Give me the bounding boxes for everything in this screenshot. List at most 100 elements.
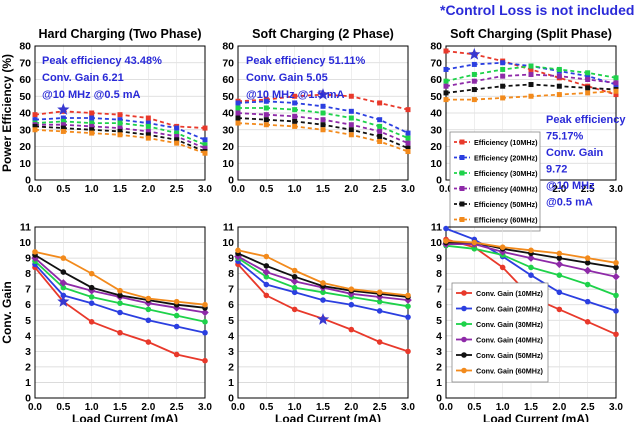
data-point-30MHz <box>117 300 123 306</box>
data-point-40MHz <box>60 122 66 128</box>
x-tick-label: 0.0 <box>28 402 42 413</box>
data-point-60MHz <box>292 123 298 129</box>
data-point-50MHz <box>235 115 241 121</box>
x-tick-label: 0.0 <box>439 184 453 195</box>
peak-annotation-line: Conv. Gain <box>546 147 604 159</box>
y-tick-label: 9 <box>25 253 31 265</box>
data-point-40MHz <box>471 78 477 84</box>
x-tick-label: 2.5 <box>373 402 387 413</box>
y-tick-label: 11 <box>223 222 234 234</box>
chart-title: Soft Charging (Split Phase) <box>450 27 612 41</box>
data-point-60MHz <box>348 132 354 138</box>
chart-panel-5: 0 1 2 3 4 5 6 7 8 9 10 11 0.0 0.5 1.0 1.5 2.0 2.5 3.0 Load … <box>222 222 415 422</box>
data-point-50MHz <box>263 263 270 269</box>
y-tick-label: 30 <box>430 124 442 136</box>
legend-marker <box>461 305 467 312</box>
data-point-20MHz <box>88 300 95 306</box>
data-point-30MHz <box>528 264 534 271</box>
peak-annotation-line: @10 MHz <box>546 180 595 192</box>
x-tick-label: 2.5 <box>581 402 595 413</box>
data-point-60MHz <box>174 140 180 146</box>
data-point-60MHz <box>145 135 151 141</box>
data-point-40MHz <box>500 73 506 79</box>
y-tick-label: 9 <box>228 253 234 265</box>
y-tick-label: 10 <box>222 158 234 170</box>
y-tick-label: 20 <box>19 141 31 153</box>
y-tick-label: 50 <box>222 91 234 103</box>
data-point-60MHz <box>443 97 449 103</box>
y-tick-label: 8 <box>228 268 234 280</box>
data-point-60MHz <box>32 249 38 255</box>
y-tick-label: 0 <box>436 175 442 187</box>
data-point-50MHz <box>585 85 591 91</box>
peak-annotation-line: 75.17% <box>546 131 584 143</box>
data-point-60MHz <box>377 138 383 144</box>
y-tick-label: 7 <box>25 284 31 296</box>
data-point-30MHz <box>292 107 298 113</box>
legend-marker <box>459 201 465 207</box>
peak-annotation-line: @10 MHz @1.5 mA <box>246 89 345 101</box>
legend-label: Conv. Gain (10MHz) <box>476 289 544 298</box>
x-tick-label: 0.5 <box>259 184 273 195</box>
data-point-20MHz <box>585 73 591 79</box>
data-point-60MHz <box>202 301 208 308</box>
data-point-20MHz <box>320 297 326 303</box>
data-point-30MHz <box>145 306 152 313</box>
data-point-40MHz <box>347 290 356 298</box>
y-tick-label: 10 <box>430 237 442 249</box>
data-point-10MHz <box>291 306 298 313</box>
data-point-10MHz <box>613 92 619 98</box>
data-point-10MHz <box>348 326 355 333</box>
data-point-60MHz <box>60 128 66 134</box>
legend-marker <box>459 139 465 145</box>
data-point-30MHz <box>145 123 151 129</box>
x-tick-label: 1.5 <box>113 402 127 413</box>
data-point-30MHz <box>471 245 478 252</box>
data-point-30MHz <box>173 312 180 319</box>
y-tick-label: 40 <box>222 108 234 120</box>
y-tick-label: 70 <box>222 57 234 69</box>
data-point-20MHz <box>202 137 208 143</box>
x-tick-label: 1.5 <box>316 184 330 195</box>
data-point-20MHz <box>263 98 269 104</box>
legend-label: Efficiency (20MHz) <box>474 154 538 163</box>
y-tick-label: 2 <box>25 361 31 373</box>
legend-label: Conv. Gain (60MHz) <box>476 367 544 376</box>
y-tick-label: 20 <box>430 141 442 153</box>
y-tick-label: 0 <box>228 393 234 405</box>
data-point-20MHz <box>145 317 152 324</box>
data-point-60MHz <box>528 247 534 254</box>
data-point-10MHz <box>377 100 383 106</box>
data-point-20MHz <box>556 289 563 296</box>
y-tick-label: 8 <box>436 268 442 280</box>
chart-panel-4: 0 1 2 3 4 5 6 7 8 9 10 11 0.0 0.5 1.0 1.5 2.0 2.5 3.0 Conv.… <box>0 222 212 422</box>
data-point-10MHz <box>376 339 383 345</box>
legend-label: Conv. Gain (40MHz) <box>476 336 544 345</box>
data-point-40MHz <box>555 260 564 269</box>
data-point-40MHz <box>201 308 209 317</box>
x-tick-label: 1.0 <box>288 402 302 413</box>
legend-marker <box>461 290 467 296</box>
y-tick-label: 5 <box>436 315 442 327</box>
data-point-60MHz <box>117 132 123 138</box>
y-tick-label: 4 <box>25 330 31 342</box>
y-tick-label: 10 <box>430 158 442 170</box>
data-point-30MHz <box>348 115 354 121</box>
chart-panel-1: 0 10 20 30 40 50 60 70 80 0.0 0.5 1.0 1.5 2.0 2.5 3.0 Ha… <box>0 27 212 195</box>
x-tick-label: 2.5 <box>373 184 387 195</box>
x-tick-label: 3.0 <box>609 184 623 195</box>
data-point-50MHz <box>320 122 326 128</box>
peak-annotation-line: Conv. Gain 6.21 <box>42 72 124 84</box>
data-point-40MHz <box>498 248 507 256</box>
data-point-60MHz <box>556 250 563 257</box>
legend-label: Efficiency (50MHz) <box>474 200 538 209</box>
y-axis-label: Power Efficiency (%) <box>0 54 14 172</box>
data-point-60MHz <box>235 120 241 126</box>
data-point-60MHz <box>291 267 298 274</box>
data-point-40MHz <box>585 77 591 82</box>
control-loss-notice: *Control Loss is not included <box>440 2 635 18</box>
data-point-20MHz <box>292 100 298 106</box>
data-point-20MHz <box>528 272 534 278</box>
peak-annotation-line: Conv. Gain 5.05 <box>246 72 328 84</box>
y-tick-label: 30 <box>222 124 234 136</box>
